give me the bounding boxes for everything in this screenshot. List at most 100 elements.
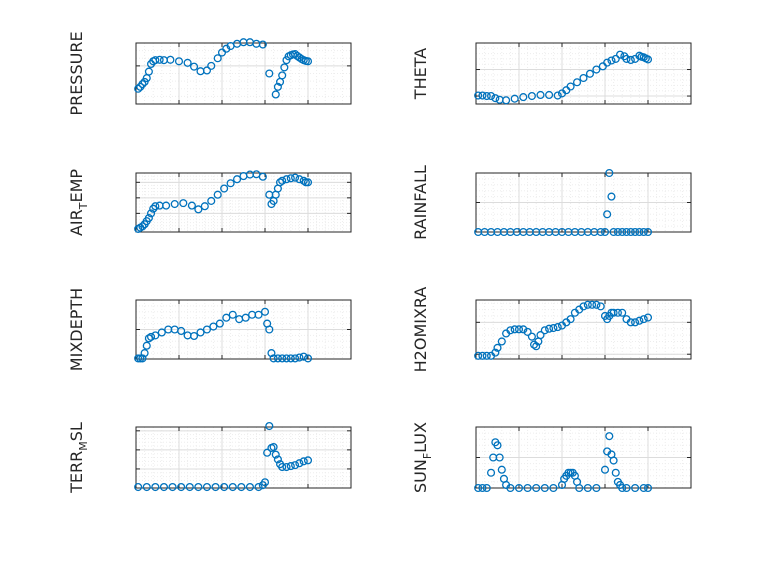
data-point	[618, 227, 627, 237]
data-point	[190, 331, 199, 341]
data-point	[478, 483, 487, 493]
data-point	[506, 483, 515, 493]
data-point	[486, 91, 496, 101]
data-point	[260, 307, 270, 316]
data-point	[643, 313, 653, 322]
data-point	[491, 348, 500, 357]
data-point	[207, 61, 216, 70]
data-point	[553, 323, 562, 332]
data-point	[579, 73, 588, 83]
data-point	[241, 313, 250, 322]
plot-area	[136, 427, 351, 488]
axes-panel-2: THETA	[411, 42, 692, 105]
data-point	[605, 168, 614, 178]
data-point	[228, 310, 237, 319]
data-point	[583, 300, 592, 309]
data-point	[549, 483, 558, 493]
data-point	[291, 354, 300, 363]
axes-box	[475, 299, 692, 360]
axes-box	[135, 42, 352, 105]
data-point	[615, 50, 625, 59]
data-point	[303, 178, 313, 187]
data-point	[583, 483, 592, 493]
data-point	[639, 483, 648, 493]
data-point	[194, 482, 203, 492]
data-point	[280, 63, 289, 72]
axes-panel-4: RAINFALL	[411, 165, 692, 240]
data-point	[303, 354, 313, 363]
data-point	[278, 354, 287, 363]
data-point	[151, 202, 160, 211]
data-point	[220, 184, 229, 193]
data-point	[138, 354, 147, 363]
data-point	[611, 54, 620, 63]
data-point	[478, 351, 487, 360]
data-point	[162, 201, 171, 210]
data-point	[267, 349, 276, 358]
data-point	[631, 227, 640, 237]
data-point	[149, 204, 158, 213]
axes-box	[135, 426, 352, 489]
data-point	[138, 222, 147, 231]
data-point	[170, 200, 179, 209]
data-point	[639, 315, 648, 324]
data-point	[631, 483, 640, 493]
data-point	[299, 352, 308, 361]
data-point	[566, 82, 575, 91]
data-point	[588, 300, 597, 309]
data-point	[592, 483, 601, 493]
data-point	[527, 332, 536, 341]
data-point	[643, 227, 653, 237]
data-point	[142, 482, 151, 492]
data-point	[144, 213, 153, 223]
plot-area	[476, 43, 691, 104]
data-point	[607, 56, 616, 65]
data-point	[269, 354, 278, 363]
data-point	[147, 332, 156, 341]
data-point	[643, 55, 653, 64]
data-point	[190, 62, 199, 71]
plot-area	[476, 300, 691, 359]
data-point	[603, 58, 612, 67]
data-point	[545, 324, 554, 333]
data-point	[510, 94, 519, 103]
data-point	[151, 56, 160, 65]
data-point	[622, 54, 631, 63]
data-point	[273, 354, 282, 363]
data-point	[147, 209, 156, 218]
data-point	[506, 326, 515, 335]
data-point	[282, 354, 291, 363]
data-point	[495, 453, 504, 462]
data-point	[626, 318, 635, 327]
data-point	[605, 432, 614, 441]
data-point	[177, 326, 186, 336]
data-point	[603, 210, 612, 219]
data-point	[497, 465, 506, 474]
data-point	[566, 315, 575, 324]
data-point	[536, 331, 545, 340]
data-point	[482, 483, 491, 493]
data-point	[572, 78, 582, 87]
data-point	[474, 91, 483, 100]
data-point	[282, 462, 291, 472]
axes-panel-3: AIRTEMP	[67, 169, 352, 236]
data-point	[592, 300, 601, 309]
data-point	[202, 482, 212, 492]
data-point	[536, 90, 545, 100]
data-point	[174, 57, 184, 66]
y-axis-label: H2OMIXRA	[411, 287, 430, 373]
data-point	[611, 468, 620, 477]
data-point	[532, 483, 541, 493]
data-point	[303, 456, 313, 465]
data-point	[151, 482, 160, 492]
y-axis-label: PRESSURE	[67, 31, 86, 115]
data-point	[144, 67, 153, 76]
data-point	[482, 351, 491, 360]
data-point	[491, 94, 500, 103]
axes-box	[475, 42, 692, 105]
data-point	[622, 483, 631, 493]
data-point	[144, 334, 153, 343]
data-point	[211, 482, 220, 492]
data-point	[631, 318, 640, 327]
data-point	[579, 302, 588, 311]
